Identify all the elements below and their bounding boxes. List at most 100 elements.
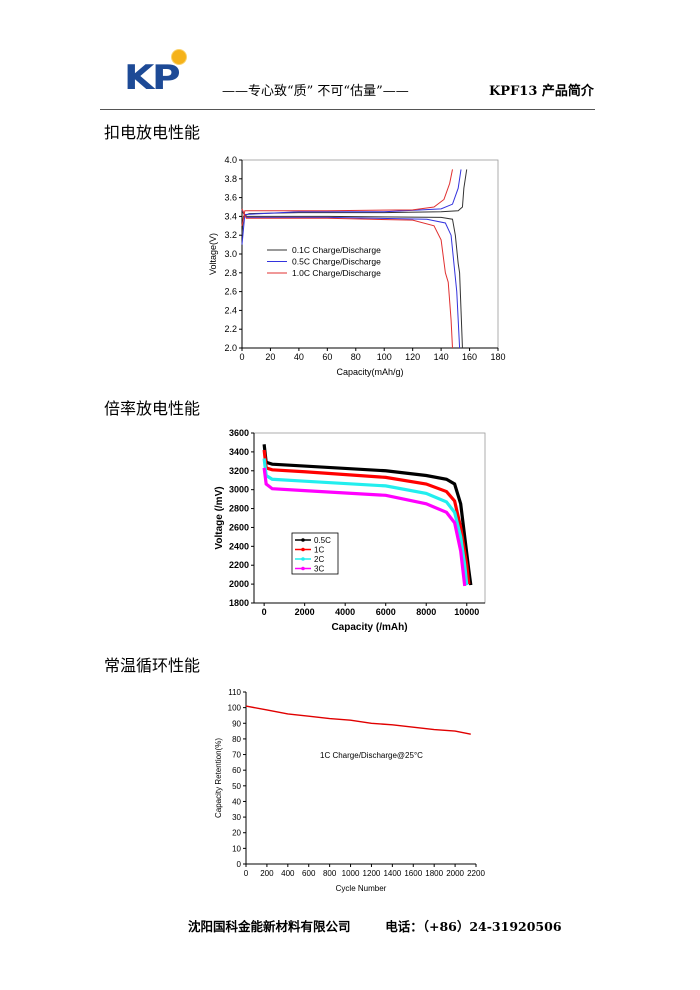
x-tick-label: 1600 — [404, 869, 422, 878]
x-tick-label: 120 — [405, 352, 420, 362]
x-tick-label: 2200 — [467, 869, 485, 878]
y-tick-label: 70 — [232, 751, 241, 760]
y-tick-label: 2800 — [229, 504, 249, 514]
y-tick-label: 2200 — [229, 560, 249, 570]
y-tick-label: 50 — [232, 782, 241, 791]
y-tick-label: 3600 — [229, 428, 249, 438]
document-title: KPF13 产品简介 — [489, 84, 594, 99]
y-tick-label: 60 — [232, 766, 241, 775]
x-tick-label: 600 — [302, 869, 316, 878]
y-tick-label: 20 — [232, 829, 241, 838]
x-tick-label: 10000 — [454, 607, 479, 617]
legend-label: 0.5C — [314, 536, 331, 545]
x-tick-label: 1400 — [383, 869, 401, 878]
y-tick-label: 3000 — [229, 485, 249, 495]
y-tick-label: 2.0 — [224, 343, 237, 353]
y-tick-label: 1800 — [229, 598, 249, 608]
series-discharge-line — [241, 209, 461, 349]
y-tick-label: 2.4 — [224, 305, 237, 315]
footer-phone: 电话：（+86）24-31920506 — [385, 919, 562, 934]
x-tick-label: 80 — [351, 352, 361, 362]
y-tick-label: 10 — [232, 844, 241, 853]
x-tick-label: 0 — [239, 352, 244, 362]
x-tick-label: 60 — [322, 352, 332, 362]
section-title-rate: 倍率放电性能 — [104, 399, 201, 418]
series-charge-line — [241, 169, 453, 226]
y-axis-title: Voltage(V) — [208, 233, 218, 275]
chart-annotation: 1C Charge/Discharge@25°C — [320, 751, 423, 760]
y-tick-label: 100 — [228, 704, 242, 713]
footer-company: 沈阳国科金能新材料有限公司 — [188, 919, 351, 934]
y-tick-label: 90 — [232, 719, 241, 728]
y-tick-label: 2400 — [229, 541, 249, 551]
x-tick-label: 0 — [244, 869, 249, 878]
legend-marker — [301, 566, 305, 571]
x-tick-label: 800 — [323, 869, 337, 878]
series-line — [262, 458, 469, 586]
x-tick-label: 140 — [434, 352, 449, 362]
logo-sun-icon — [172, 50, 186, 64]
header-slogan: ——专心致“质” 不可“估量”—— — [222, 84, 409, 99]
y-tick-label: 2.8 — [224, 268, 237, 278]
x-axis-title: Capacity(mAh/g) — [336, 367, 403, 377]
y-tick-label: 40 — [232, 797, 241, 806]
y-tick-label: 2000 — [229, 579, 249, 589]
x-tick-label: 2000 — [446, 869, 464, 878]
x-tick-label: 160 — [462, 352, 477, 362]
y-axis-title: Capacity Retention(%) — [214, 738, 223, 818]
y-tick-label: 2.6 — [224, 287, 237, 297]
y-tick-label: 30 — [232, 813, 241, 822]
footer: 沈阳国科金能新材料有限公司 电话：（+86）24-31920506 — [188, 916, 562, 935]
y-tick-label: 3.6 — [224, 193, 237, 203]
legend-label: 0.5C Charge/Discharge — [292, 257, 381, 267]
y-tick-label: 3.8 — [224, 174, 237, 184]
legend-label: 1C — [314, 546, 324, 555]
y-tick-label: 3.2 — [224, 230, 237, 240]
x-tick-label: 1000 — [342, 869, 360, 878]
series-line — [245, 705, 471, 735]
y-tick-label: 3200 — [229, 466, 249, 476]
x-tick-label: 200 — [260, 869, 274, 878]
section-title-coin-cell: 扣电放电性能 — [104, 123, 201, 142]
section-title-cycle: 常温循环性能 — [104, 656, 201, 675]
series-discharge-line — [241, 208, 453, 349]
y-tick-label: 110 — [228, 688, 241, 697]
legend-label: 2C — [314, 555, 324, 564]
x-tick-label: 8000 — [416, 607, 436, 617]
y-tick-label: 80 — [232, 735, 241, 744]
x-axis-title: Cycle Number — [336, 884, 387, 893]
x-tick-label: 1200 — [363, 869, 381, 878]
x-tick-label: 400 — [281, 869, 295, 878]
legend-marker — [301, 557, 305, 561]
legend-marker — [301, 547, 305, 552]
y-tick-label: 0 — [237, 860, 242, 869]
x-tick-label: 1800 — [425, 869, 443, 878]
y-tick-label: 2600 — [229, 522, 249, 532]
series-charge-line — [241, 169, 468, 236]
y-tick-label: 2.2 — [224, 324, 237, 334]
x-axis-title: Capacity (/mAh) — [331, 622, 407, 633]
x-tick-label: 180 — [490, 352, 505, 362]
legend-label: 0.1C Charge/Discharge — [292, 245, 381, 255]
legend-marker — [301, 538, 305, 542]
company-logo: KP — [124, 58, 181, 98]
x-tick-label: 4000 — [335, 607, 355, 617]
x-tick-label: 0 — [262, 607, 267, 617]
y-axis-title: Voltage (/mV) — [214, 486, 225, 549]
x-tick-label: 2000 — [295, 607, 315, 617]
header-divider — [100, 109, 595, 110]
series-line — [262, 467, 467, 587]
legend-label: 1.0C Charge/Discharge — [292, 268, 381, 278]
y-tick-label: 3.4 — [224, 211, 237, 221]
series-line — [262, 444, 473, 586]
y-tick-label: 3400 — [229, 447, 249, 457]
x-tick-label: 6000 — [376, 607, 396, 617]
x-tick-label: 40 — [294, 352, 304, 362]
x-tick-label: 20 — [265, 352, 275, 362]
x-tick-label: 100 — [377, 352, 392, 362]
series-discharge-line — [241, 211, 463, 349]
